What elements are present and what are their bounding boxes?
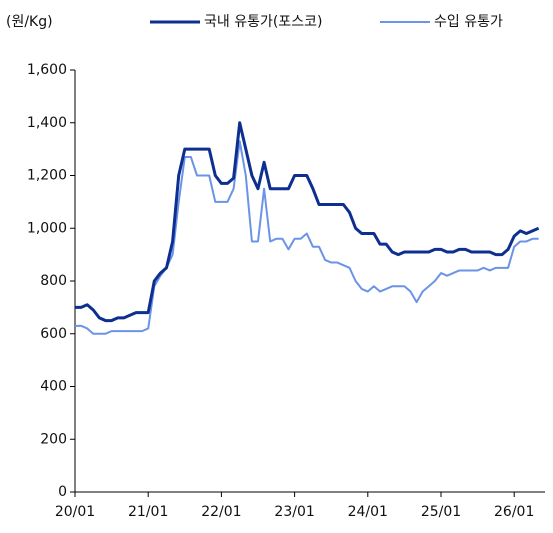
y-unit: (원/Kg)	[6, 14, 53, 30]
y-tick-label: 200	[40, 431, 67, 447]
y-tick-label: 0	[58, 484, 67, 500]
x-tick-label: 25/01	[421, 504, 461, 520]
series-line	[75, 140, 539, 335]
y-tick-label: 1,600	[27, 62, 67, 78]
y-tick-label: 1,000	[27, 220, 67, 236]
x-tick-label: 26/01	[494, 504, 534, 520]
x-tick-label: 24/01	[348, 504, 388, 520]
x-tick-label: 23/01	[274, 504, 314, 520]
series-line	[75, 121, 540, 323]
x-tick-label: 21/01	[128, 504, 168, 520]
x-tick-label: 22/01	[201, 504, 241, 520]
legend-label: 국내 유통가(포스코)	[204, 14, 322, 30]
y-tick-label: 1,400	[27, 115, 67, 131]
x-tick-label: 20/01	[55, 504, 95, 520]
y-tick-label: 400	[40, 379, 67, 395]
y-tick-label: 800	[40, 273, 67, 289]
legend-label: 수입 유통가	[434, 14, 503, 30]
y-tick-label: 1,200	[27, 168, 67, 184]
y-tick-label: 600	[40, 326, 67, 342]
